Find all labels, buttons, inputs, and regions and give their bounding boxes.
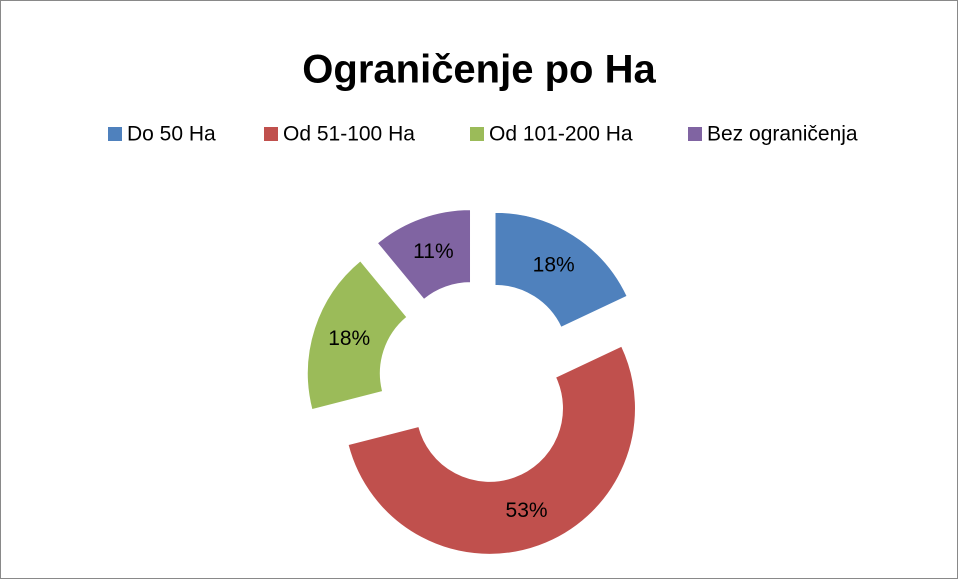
- data-label: 53%: [506, 499, 548, 522]
- donut-segment: [347, 345, 636, 555]
- legend-swatch: [688, 127, 702, 141]
- legend-swatch: [108, 127, 122, 141]
- legend-label: Od 101-200 Ha: [489, 123, 633, 146]
- donut-segment: [494, 211, 628, 328]
- chart-title: Ograničenje po Ha: [302, 48, 656, 92]
- legend-swatch: [264, 127, 278, 141]
- data-label: 11%: [413, 240, 453, 263]
- legend-label: Do 50 Ha: [127, 123, 216, 146]
- legend-label: Od 51-100 Ha: [283, 123, 415, 146]
- legend-swatch: [470, 127, 484, 141]
- data-label: 18%: [533, 253, 575, 276]
- data-label: 18%: [328, 327, 370, 350]
- donut-segment: [376, 209, 472, 301]
- donut-segment: [306, 260, 408, 411]
- legend-label: Bez ograničenja: [707, 123, 858, 146]
